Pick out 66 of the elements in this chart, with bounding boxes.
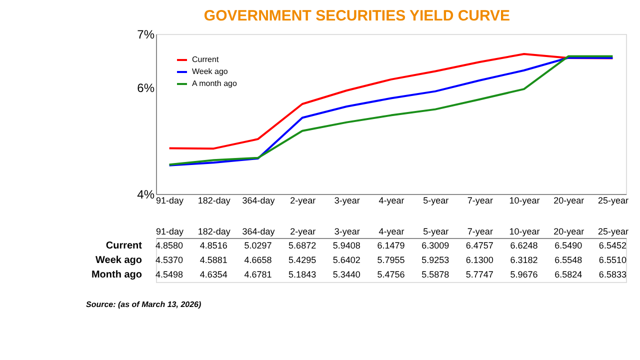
category-label: 3-year	[334, 226, 360, 236]
category-label: 91-day	[156, 226, 184, 236]
data-label: 6.5452	[598, 240, 626, 250]
data-label: 5.9676	[510, 270, 538, 280]
data-label: 4.5498	[156, 270, 184, 280]
chart-title: GOVERNMENT SECURITIES YIELD CURVE	[204, 8, 510, 24]
data-label: 4.5881	[200, 255, 228, 265]
data-label: 5.6402	[332, 255, 360, 265]
y-tick-label: 6%	[137, 80, 155, 95]
y-tick-label: 7%	[137, 28, 155, 42]
source-note: Source: (as of March 13, 2026)	[86, 300, 202, 309]
data-label: 5.5878	[422, 270, 450, 280]
x-tick-label: 7-year	[467, 196, 493, 206]
data-label: 5.9253	[422, 255, 450, 265]
data-label: 4.6354	[200, 270, 228, 280]
data-label: 5.6872	[288, 240, 316, 250]
data-label: 5.3440	[332, 270, 360, 280]
x-tick-label: 91-day	[156, 196, 184, 206]
data-label: 4.5370	[156, 255, 184, 265]
data-label: 6.5510	[598, 255, 626, 265]
category-label: 7-year	[467, 226, 493, 236]
x-tick-label: 2-year	[290, 196, 316, 206]
x-tick-label: 25-year	[598, 196, 628, 206]
category-label: 4-year	[378, 226, 404, 236]
data-label: 6.5833	[598, 270, 626, 280]
legend-label: Current	[192, 55, 220, 64]
category-label: 10-year	[509, 226, 540, 236]
x-tick-label: 364-day	[242, 196, 276, 206]
data-label: 5.0297	[244, 240, 272, 250]
x-tick-label: 4-year	[378, 196, 404, 206]
data-label: 5.7955	[377, 255, 405, 265]
category-label: 5-year	[423, 226, 449, 236]
data-label: 5.4295	[288, 255, 316, 265]
legend-label: A month ago	[192, 79, 238, 88]
data-label: 4.8580	[156, 240, 184, 250]
data-label: 5.4756	[377, 270, 405, 280]
category-label: 2-year	[290, 226, 316, 236]
x-tick-label: 182-day	[198, 196, 231, 206]
text: Week ago	[96, 255, 142, 266]
text: Current	[106, 240, 143, 252]
data-label: 4.8516	[200, 240, 228, 250]
data-label: 5.7747	[466, 270, 494, 280]
data-label: 6.1479	[377, 240, 405, 250]
data-label: 6.1300	[466, 255, 494, 265]
x-tick-label: 3-year	[334, 196, 360, 206]
data-label: 6.3182	[510, 255, 538, 265]
data-label: 6.5490	[554, 240, 582, 250]
y-tick-label: 4%	[137, 188, 155, 202]
category-label: 364-day	[242, 226, 275, 236]
data-label: 5.1843	[288, 270, 316, 280]
data-label: 6.5824	[554, 270, 582, 280]
data-label: 6.4757	[466, 240, 494, 250]
legend-label: Week ago	[192, 67, 228, 76]
data-label: 6.5548	[554, 255, 582, 265]
text: Month ago	[91, 270, 142, 281]
x-tick-label: 20-year	[554, 196, 584, 206]
data-label: 5.9408	[332, 240, 360, 250]
category-label: 182-day	[198, 226, 230, 236]
data-label: 4.6658	[244, 255, 272, 265]
x-tick-label: 10-year	[509, 196, 540, 206]
data-label: 6.3009	[422, 240, 450, 250]
x-tick-label: 5-year	[423, 196, 449, 206]
data-label: 6.6248	[510, 240, 538, 250]
category-label: 25-year	[598, 226, 628, 236]
category-label: 20-year	[554, 226, 584, 236]
data-label: 4.6781	[244, 270, 272, 280]
